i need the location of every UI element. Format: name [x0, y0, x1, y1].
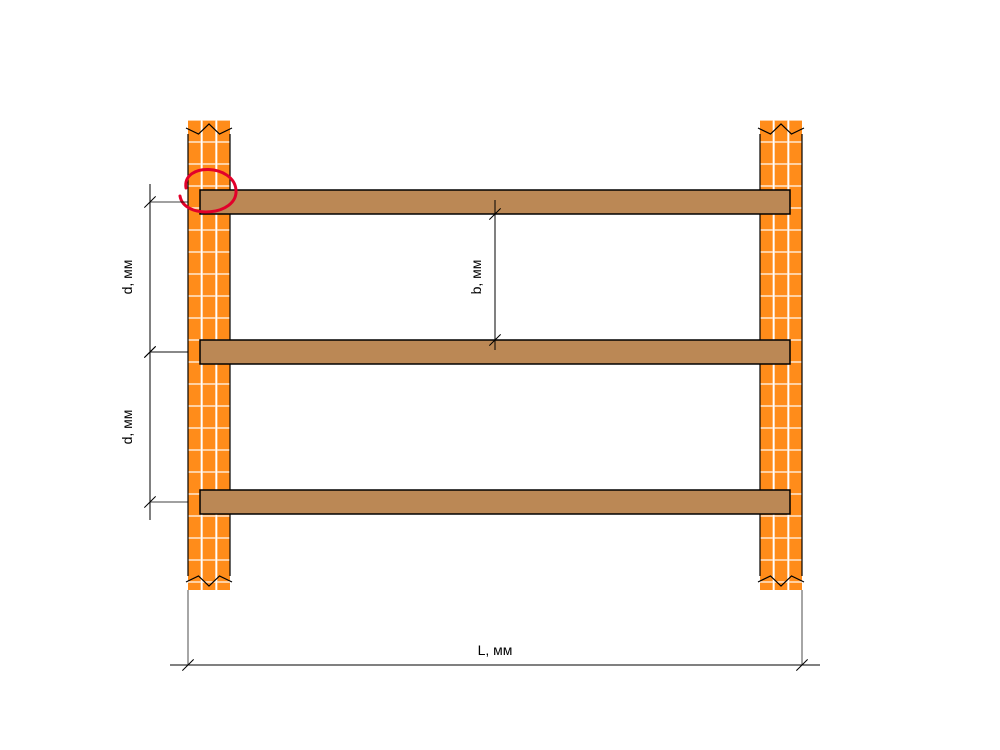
diagram-canvas: d, мм d, мм b, мм L, мм	[0, 0, 1000, 750]
dimension-label: d, мм	[119, 410, 135, 445]
beam	[200, 490, 790, 514]
dimension-label: b, мм	[468, 260, 484, 295]
dimension-label: d, мм	[119, 260, 135, 295]
dimension-label: L, мм	[478, 642, 513, 658]
